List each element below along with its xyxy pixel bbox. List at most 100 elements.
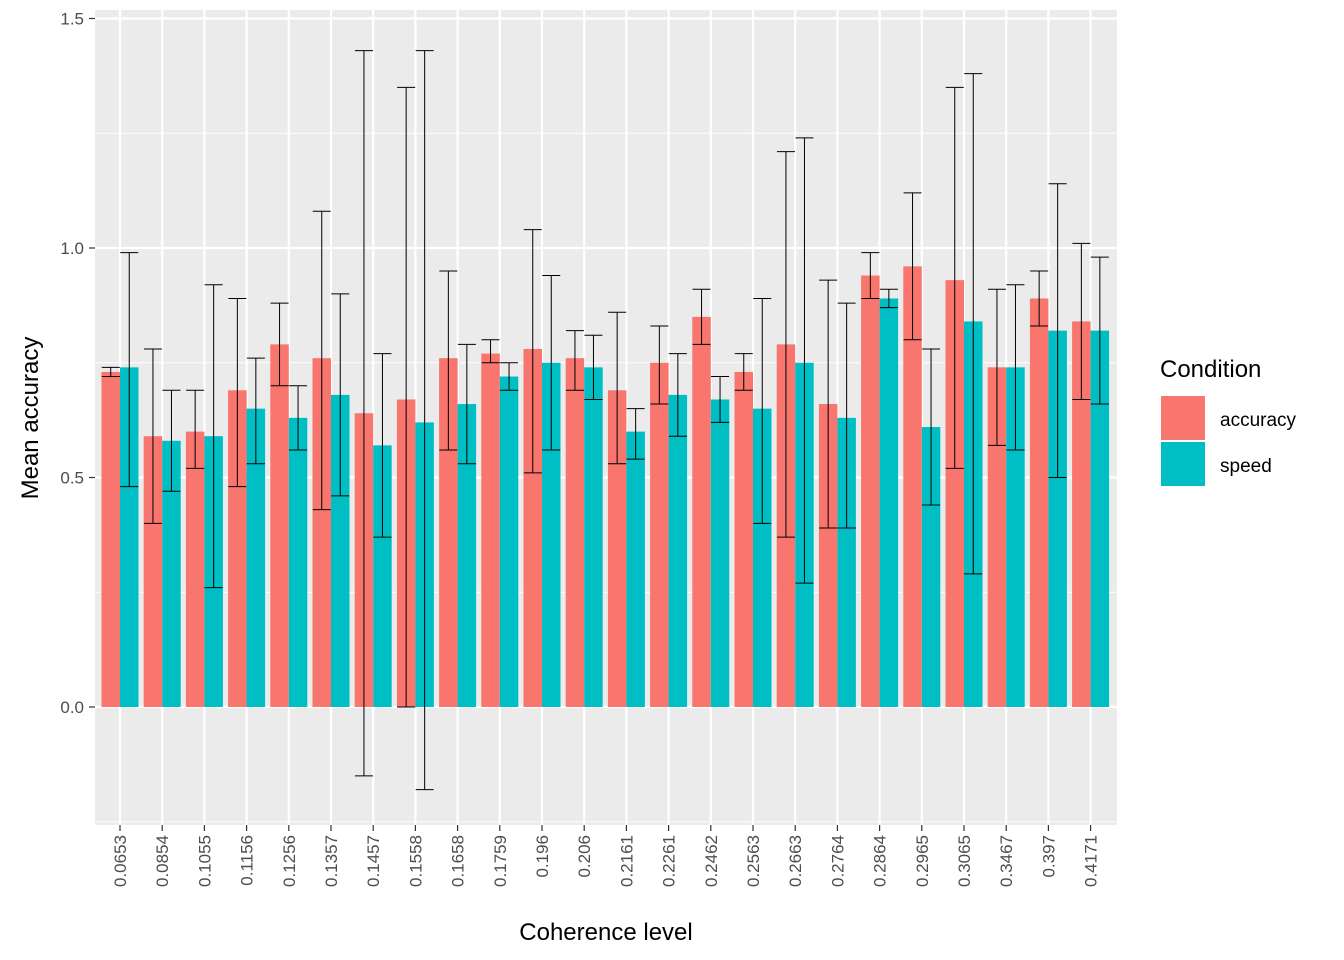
errorbar-accuracy-0.0854 <box>143 348 162 524</box>
x-tick-label: 0.0854 <box>153 835 172 887</box>
y-tick-label: 0.5 <box>60 469 84 488</box>
bar-accuracy-0.2261 <box>650 362 669 707</box>
errorbar-accuracy-0.1457 <box>354 50 373 777</box>
errorbar-accuracy-0.3065 <box>945 86 964 469</box>
bar-speed-0.0854 <box>162 440 181 707</box>
legend-label-speed: speed <box>1220 456 1272 477</box>
errorbar-accuracy-0.1055 <box>186 389 205 469</box>
legend-label-accuracy: accuracy <box>1220 410 1297 431</box>
y-axis-title: Mean accuracy <box>17 337 44 500</box>
errorbar-speed-0.2663 <box>795 137 814 584</box>
y-tick-label: 0.0 <box>60 698 84 717</box>
bar-speed-0.2965 <box>921 427 941 707</box>
x-tick-label: 0.0653 <box>111 835 130 887</box>
legend-title: Condition <box>1160 356 1261 383</box>
bar-speed-0.2864 <box>879 298 899 707</box>
errorbar-speed-0.2563 <box>753 297 772 524</box>
x-tick-label: 0.2764 <box>828 835 847 887</box>
x-tick-label: 0.1457 <box>364 835 383 887</box>
x-tick-label: 0.1156 <box>238 835 257 886</box>
errorbar-accuracy-0.1156 <box>228 297 247 488</box>
errorbar-accuracy-0.0653 <box>101 366 120 378</box>
bar-accuracy-0.2764 <box>818 404 838 707</box>
x-tick-label: 0.1055 <box>195 835 214 887</box>
errorbar-speed-0.1558 <box>415 50 434 791</box>
x-tick-label: 0.2161 <box>617 835 636 887</box>
errorbar-accuracy-0.2261 <box>650 325 669 405</box>
errorbar-speed-0.1256 <box>289 385 308 451</box>
x-tick-label: 0.1256 <box>280 835 299 887</box>
errorbar-accuracy-0.1256 <box>270 302 289 387</box>
bar-accuracy-0.1256 <box>270 344 289 707</box>
x-axis: 0.0653 0.0854 0.1055 0.1156 0.1256 0.1357 0.14… <box>111 825 1101 887</box>
x-tick-label: 0.1759 <box>491 835 510 887</box>
x-tick-label: 0.206 <box>575 835 594 878</box>
y-axis: 0.0 0.5 1.0 1.5 <box>60 10 95 717</box>
bar-accuracy-0.4171 <box>1072 321 1091 707</box>
x-tick-label: 0.2864 <box>871 835 890 887</box>
errorbar-speed-0.2764 <box>837 302 856 529</box>
errorbar-speed-0.397 <box>1048 183 1067 478</box>
bar-speed-0.2764 <box>837 417 856 707</box>
errorbar-speed-0.1357 <box>331 293 350 497</box>
legend-key-accuracy <box>1161 396 1205 440</box>
x-tick-label: 0.196 <box>533 835 552 878</box>
bar-accuracy-0.1055 <box>185 431 205 707</box>
errorbar-accuracy-0.397 <box>1030 270 1049 327</box>
errorbar-accuracy-0.2663 <box>776 151 795 538</box>
errorbar-speed-0.1759 <box>500 362 519 391</box>
x-tick-label: 0.3065 <box>955 835 974 887</box>
x-tick-label: 0.397 <box>1039 835 1058 878</box>
errorbar-speed-0.206 <box>584 334 603 400</box>
errorbar-speed-0.2864 <box>879 288 898 309</box>
bar-accuracy-0.1357 <box>312 358 331 707</box>
x-tick-label: 0.2563 <box>744 835 763 887</box>
errorbar-accuracy-0.2764 <box>819 279 838 529</box>
bar-speed-0.4171 <box>1090 330 1110 707</box>
errorbar-speed-0.2965 <box>922 348 941 506</box>
x-tick-label: 0.2261 <box>660 835 679 887</box>
x-axis-title: Coherence level <box>519 919 692 946</box>
errorbar-speed-0.2161 <box>626 408 645 460</box>
bar-speed-0.2563 <box>753 408 772 707</box>
errorbar-accuracy-0.2161 <box>608 311 627 465</box>
errorbar-accuracy-0.1558 <box>397 86 416 708</box>
bar-accuracy-0.206 <box>565 358 585 707</box>
x-tick-label: 0.1658 <box>449 835 468 887</box>
x-tick-label: 0.2663 <box>786 835 805 887</box>
y-tick-label: 1.0 <box>60 239 84 258</box>
bar-speed-0.1457 <box>373 445 392 707</box>
x-tick-label: 0.3467 <box>997 835 1016 887</box>
x-tick-label: 0.4171 <box>1082 835 1101 887</box>
bar-speed-0.0653 <box>120 367 139 707</box>
errorbar-accuracy-0.2864 <box>861 252 880 299</box>
bar-accuracy-0.2965 <box>903 266 922 707</box>
bar-speed-0.196 <box>542 362 561 707</box>
y-tick-label: 1.5 <box>60 10 84 29</box>
bar-speed-0.2462 <box>710 399 730 707</box>
x-tick-label: 0.2462 <box>702 835 721 887</box>
x-tick-label: 0.1558 <box>406 835 425 887</box>
errorbar-accuracy-0.1357 <box>312 210 331 511</box>
errorbar-speed-0.3467 <box>1006 284 1025 451</box>
bar-speed-0.2261 <box>668 394 688 707</box>
bar-speed-0.206 <box>584 367 603 707</box>
bar-accuracy-0.397 <box>1029 298 1049 707</box>
bar-accuracy-0.0653 <box>101 371 120 707</box>
bar-speed-0.3467 <box>1006 367 1025 707</box>
errorbar-speed-0.4171 <box>1090 256 1109 405</box>
errorbar-speed-0.196 <box>542 275 561 451</box>
errorbar-accuracy-0.2462 <box>692 288 711 345</box>
bar-accuracy-0.0854 <box>143 436 163 707</box>
bar-accuracy-0.2161 <box>607 390 627 707</box>
x-tick-label: 0.2965 <box>913 835 932 887</box>
legend: Condition accuracy speed <box>1160 356 1297 486</box>
x-tick-label: 0.1357 <box>322 835 341 887</box>
errorbar-speed-0.1457 <box>373 353 392 538</box>
bar-accuracy-0.196 <box>523 348 542 707</box>
errorbar-speed-0.1055 <box>204 284 223 589</box>
errorbar-accuracy-0.206 <box>565 330 584 391</box>
bar-accuracy-0.3065 <box>945 280 964 707</box>
bar-accuracy-0.3467 <box>987 367 1007 707</box>
